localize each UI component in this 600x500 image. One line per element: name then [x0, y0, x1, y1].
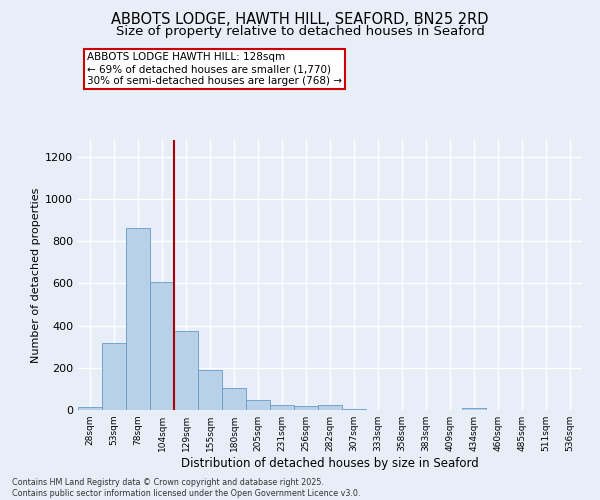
X-axis label: Distribution of detached houses by size in Seaford: Distribution of detached houses by size …	[181, 457, 479, 470]
Bar	[222, 388, 246, 410]
Bar	[174, 331, 198, 410]
Bar	[198, 370, 222, 410]
Text: Contains HM Land Registry data © Crown copyright and database right 2025.
Contai: Contains HM Land Registry data © Crown c…	[12, 478, 361, 498]
Text: Size of property relative to detached houses in Seaford: Size of property relative to detached ho…	[116, 25, 484, 38]
Y-axis label: Number of detached properties: Number of detached properties	[31, 188, 41, 362]
Bar	[342, 409, 366, 410]
Text: ABBOTS LODGE HAWTH HILL: 128sqm
← 69% of detached houses are smaller (1,770)
30%: ABBOTS LODGE HAWTH HILL: 128sqm ← 69% of…	[87, 52, 342, 86]
Bar	[246, 400, 270, 410]
Bar	[270, 406, 294, 410]
Bar	[294, 406, 318, 410]
Bar	[462, 408, 486, 410]
Bar	[126, 228, 150, 410]
Bar	[102, 342, 126, 410]
Bar	[78, 407, 102, 410]
Text: ABBOTS LODGE, HAWTH HILL, SEAFORD, BN25 2RD: ABBOTS LODGE, HAWTH HILL, SEAFORD, BN25 …	[111, 12, 489, 28]
Bar	[318, 406, 342, 410]
Bar	[150, 282, 174, 410]
